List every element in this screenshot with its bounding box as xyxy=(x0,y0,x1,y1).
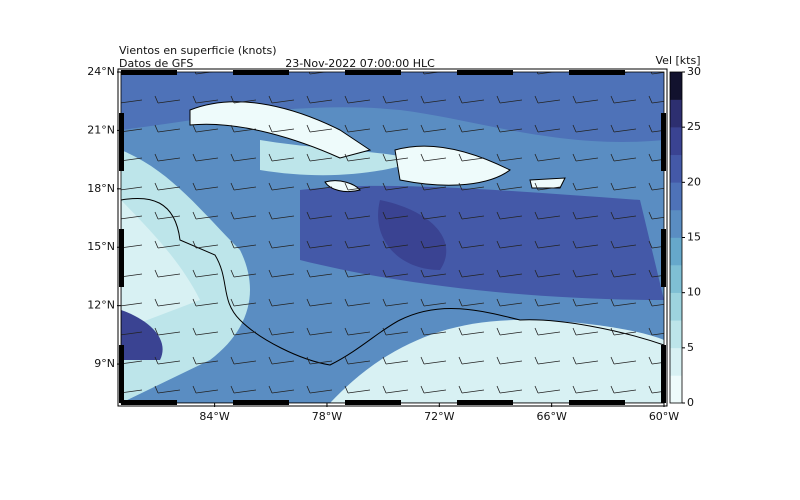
colorbar-band xyxy=(670,320,682,349)
y-tick-label: 21°N xyxy=(87,123,115,136)
colorbar-tick-label: 25 xyxy=(687,120,701,133)
colorbar-band xyxy=(670,265,682,293)
colorbar-tick-label: 5 xyxy=(687,341,694,354)
colorbar-tick-label: 15 xyxy=(687,231,701,244)
y-tick-label: 15°N xyxy=(87,240,115,253)
colorbar-tick-label: 0 xyxy=(687,396,694,409)
map-subtitle: Datos de GFS xyxy=(119,57,193,70)
map-frame xyxy=(119,70,666,405)
x-tick-label: 84°W xyxy=(199,410,229,423)
colorbar-tick-label: 30 xyxy=(687,65,701,78)
colorbar-band xyxy=(670,347,682,376)
colorbar-tick-label: 10 xyxy=(687,286,701,299)
map-date: 23-Nov-2022 07:00:00 HLC xyxy=(285,57,435,70)
y-tick-label: 18°N xyxy=(87,182,115,195)
colorbar-band xyxy=(670,292,682,321)
wind-field xyxy=(121,72,664,403)
colorbar-band xyxy=(670,209,682,238)
x-tick-label: 60°W xyxy=(649,410,679,423)
colorbar-band xyxy=(670,99,682,128)
colorbar-band xyxy=(670,182,682,211)
x-tick-label: 72°W xyxy=(424,410,454,423)
x-tick-label: 78°W xyxy=(312,410,342,423)
y-tick-label: 12°N xyxy=(87,299,115,312)
y-tick-label: 24°N xyxy=(87,65,115,78)
colorbar-band xyxy=(670,127,682,156)
colorbar-band xyxy=(670,237,682,266)
colorbar-tick-label: 20 xyxy=(687,175,701,188)
colorbar-band xyxy=(670,72,682,100)
colorbar-label: Vel [kts] xyxy=(656,54,701,67)
x-tick-label: 66°W xyxy=(536,410,566,423)
y-tick-label: 9°N xyxy=(94,357,115,370)
colorbar-band xyxy=(670,375,682,404)
map-title: Vientos en superficie (knots) xyxy=(119,44,277,57)
colorbar-band xyxy=(670,154,682,183)
